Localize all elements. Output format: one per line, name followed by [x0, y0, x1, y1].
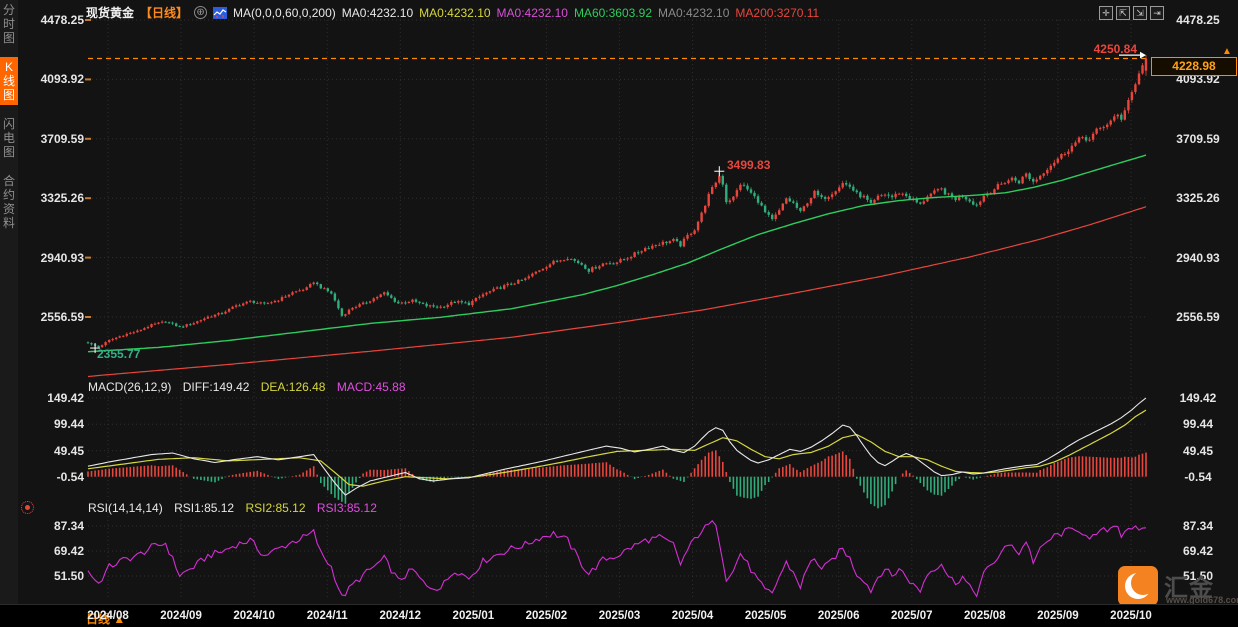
- month-label-0: 2024/08: [87, 610, 129, 622]
- price-tick-r-3: 3325.26: [1176, 191, 1220, 206]
- rsi-tick-1: 69.42: [53, 544, 84, 558]
- macd-title: MACD(26,12,9): [88, 380, 172, 394]
- period-selector[interactable]: 日线 ▲: [86, 610, 125, 627]
- rsi2-value: RSI2:85.12: [245, 501, 306, 515]
- macd-tick-0: 149.42: [47, 390, 84, 405]
- ma-values: MA0:4232.10 MA0:4232.10 MA0:4232.10 MA60:36…: [341, 5, 825, 20]
- sidebar-tab-1[interactable]: K线图: [0, 57, 18, 105]
- macd-dea-value: DEA:126.48: [260, 380, 326, 394]
- macd-macd-value: MACD:45.88: [336, 380, 406, 394]
- time-axis: 日线 ▲ 2024/08 2024/09 2024/10 2024/11 2024/12…: [0, 604, 1238, 627]
- price-tick-r-0: 4478.25: [1176, 13, 1220, 27]
- month-label-9: 2025/05: [744, 610, 787, 622]
- ma-value-1: MA0:4232.10: [419, 5, 491, 20]
- price-marker-icon: ▲: [1222, 46, 1232, 57]
- zoom-out-icon[interactable]: ⇲: [1133, 6, 1147, 20]
- sidebar-tab-0[interactable]: 分时图: [2, 3, 15, 45]
- previous-high-label: 3499.83: [727, 158, 771, 172]
- period-tag: 【日线】: [140, 6, 189, 20]
- add-indicator-icon[interactable]: ⊕: [194, 6, 208, 19]
- chart-toolbar: ✛ ⇱ ⇲ ⇥: [1096, 3, 1164, 21]
- month-label-10: 2025/06: [817, 610, 860, 622]
- month-label-4: 2024/12: [379, 610, 422, 622]
- price-tick-1: 4093.92: [40, 72, 84, 87]
- month-label-2: 2024/10: [233, 610, 275, 622]
- rsi-tick-r-1: 69.42: [1182, 544, 1214, 558]
- price-tick-5: 2556.59: [40, 310, 84, 324]
- ma-value-2: MA0:4232.10: [496, 5, 568, 20]
- month-label-3: 2024/11: [306, 610, 348, 622]
- month-label-7: 2025/03: [598, 610, 641, 622]
- zoom-in-icon[interactable]: ⇱: [1116, 6, 1130, 20]
- ma-value-5: MA200:3270.11: [735, 5, 820, 20]
- month-label-5: 2025/01: [452, 610, 495, 622]
- price-tick-2: 3709.59: [40, 131, 84, 146]
- month-label-12: 2025/08: [964, 610, 1006, 622]
- price-tick-r-2: 3709.59: [1176, 131, 1220, 146]
- symbol-name: 现货黄金: [86, 6, 135, 20]
- price-tick-3: 3325.26: [40, 191, 84, 206]
- sidebar-tab-2[interactable]: 闪电图: [2, 117, 15, 159]
- rsi-tick-2: 51.50: [53, 569, 84, 583]
- last-price-badge: 4228.98: [1151, 57, 1237, 76]
- macd-tick-r-1: 99.44: [1182, 417, 1214, 432]
- macd-tick-3: -0.54: [56, 469, 84, 484]
- period-high-label: 4250.84: [1093, 42, 1137, 56]
- sidebar-tab-3[interactable]: 合约资料: [2, 174, 15, 230]
- macd-tick-1: 99.44: [53, 417, 84, 432]
- rsi-title: RSI(14,14,14): [88, 501, 163, 515]
- price-tick-0: 4478.25: [40, 13, 84, 27]
- ma-value-4: MA0:4232.10: [658, 5, 730, 20]
- rsi1-value: RSI1:85.12: [174, 501, 235, 515]
- period-selector-label: 日线: [86, 612, 111, 626]
- exit-icon[interactable]: ⇥: [1150, 6, 1164, 20]
- period-selector-arrow-icon: ▲: [113, 612, 126, 626]
- crosshair-icon[interactable]: ✛: [1099, 6, 1113, 20]
- candlestick-mini-icon: [213, 6, 228, 19]
- price-tick-r-4: 2940.93: [1176, 250, 1220, 265]
- rsi3-value: RSI3:85.12: [316, 501, 377, 515]
- site-watermark: 汇金网 www.gold678.com: [1118, 566, 1238, 627]
- month-label-11: 2025/07: [890, 610, 933, 622]
- month-label-14: 2025/10: [1110, 610, 1152, 622]
- ma-settings: MA(0,0,0,60,0,200): [233, 5, 336, 20]
- price-tick-4: 2940.93: [40, 250, 84, 265]
- period-low-label: 2355.77: [97, 347, 141, 361]
- month-label-1: 2024/09: [160, 610, 202, 622]
- rsi-tick-0: 87.34: [53, 519, 84, 533]
- watermark-url: www.gold678.com: [1166, 595, 1238, 605]
- chart-type-sidebar: 分时图 K线图闪电图合约资料: [0, 0, 18, 604]
- alarm-icon[interactable]: [21, 501, 34, 514]
- month-label-8: 2025/04: [671, 610, 714, 622]
- macd-header: MACD(26,12,9) DIFF:149.42 DEA:126.48 MAC…: [88, 380, 414, 394]
- month-label-6: 2025/02: [525, 610, 568, 622]
- macd-diff-value: DIFF:149.42: [182, 380, 250, 394]
- macd-tick-r-0: 149.42: [1179, 390, 1217, 405]
- rsi-tick-r-2: 51.50: [1182, 569, 1214, 583]
- macd-tick-r-3: -0.54: [1184, 469, 1212, 484]
- ma-value-0: MA0:4232.10: [341, 5, 414, 20]
- macd-tick-r-2: 49.45: [1182, 443, 1214, 458]
- rsi-tick-r-0: 87.34: [1182, 519, 1214, 533]
- month-label-13: 2025/09: [1037, 610, 1079, 622]
- price-tick-r-5: 2556.59: [1176, 310, 1220, 324]
- huijin-logo-icon: [1118, 566, 1158, 606]
- rsi-header: RSI(14,14,14) RSI1:85.12 RSI2:85.12 RSI3…: [88, 501, 385, 515]
- ma-value-3: MA60:3603.92: [573, 5, 652, 20]
- macd-tick-2: 49.45: [53, 443, 84, 458]
- chart-header: 现货黄金 【日线】 ⊕ MA(0,0,0,60,0,200) MA0:4232.10 MA…: [86, 4, 831, 21]
